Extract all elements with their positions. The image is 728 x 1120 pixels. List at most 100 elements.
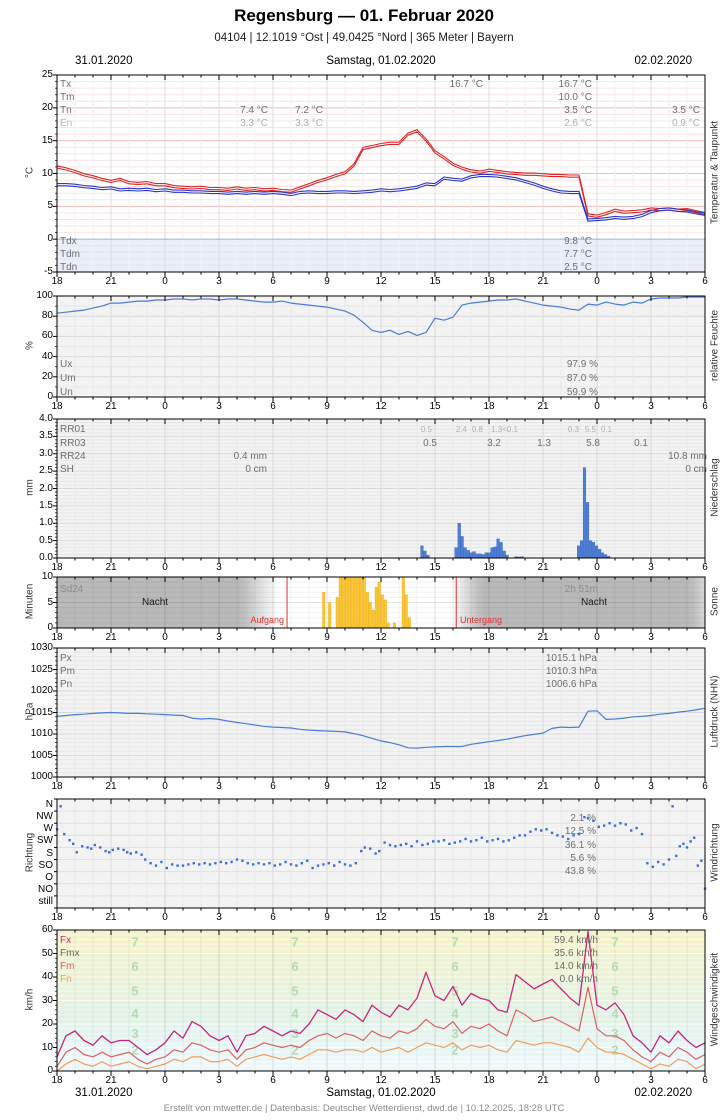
legend-label-tm: Tm (60, 92, 75, 103)
wind-direction-point (72, 842, 75, 846)
legend-value: 0 cm (245, 464, 267, 475)
x-tick-label: 6 (270, 632, 276, 643)
x-tick-label: 18 (483, 781, 495, 792)
wind-direction-point (378, 849, 381, 853)
y-tick-label: 30 (41, 994, 53, 1006)
x-tick-label: 21 (537, 912, 549, 923)
wind-direction-point (129, 852, 132, 855)
x-tick-label: 0 (162, 1075, 168, 1086)
beaufort-band-label: 3 (131, 1026, 138, 1041)
x-tick-label: 0 (594, 1075, 600, 1086)
humidity-right-axis-label: relative Feuchte (709, 309, 721, 381)
x-tick-label: 21 (537, 276, 549, 287)
precipitation-chart (53, 418, 706, 563)
wind-direction-point (300, 861, 303, 865)
beaufort-band-label: 6 (291, 959, 298, 974)
legend-value: 0.9 °C (672, 118, 700, 129)
beaufort-band-label: 3 (611, 1026, 618, 1041)
legend-value: 16.7 °C (558, 79, 592, 90)
legend-label-tdn: Tdn (60, 262, 78, 273)
x-tick-label: 6 (702, 401, 708, 412)
header-date-left: 31.01.2020 (75, 55, 133, 67)
wind-direction-point (603, 824, 606, 827)
x-tick-label: 21 (105, 276, 117, 287)
wind-direction-point (608, 822, 611, 825)
x-tick-label: 0 (594, 562, 600, 573)
legend-value: 35.6 km/h (554, 948, 598, 959)
wind-direction-point (192, 861, 195, 865)
y-tick-label: 60 (41, 924, 53, 935)
annotation-aufgang: Aufgang (250, 615, 284, 625)
beaufort-band-label: 7 (291, 934, 298, 949)
y-tick-label: 10 (41, 571, 53, 582)
legend-label-tdx: Tdx (60, 236, 77, 247)
x-tick-label: 18 (483, 401, 495, 412)
wind-direction-point (219, 860, 222, 864)
wind-direction-point (437, 840, 440, 843)
Taupunkt-line (57, 173, 706, 220)
temperature-right-axis-label: Temperatur & Taupunkt (709, 120, 721, 224)
wind-direction-point (295, 864, 298, 867)
y-tick-label: 15 (41, 134, 53, 146)
y-tick-label: 4.0 (39, 413, 53, 424)
wind-direction-point (316, 864, 320, 867)
wind-direction-point (235, 858, 239, 861)
wind-direction-point (383, 841, 386, 844)
y-tick-label: 3.0 (39, 447, 53, 459)
wind-direction-point (529, 830, 532, 833)
wind-direction-point (63, 832, 66, 836)
wind-direction-point (284, 860, 287, 864)
legend-label-pn: Pn (60, 679, 73, 690)
wind-direction-point (122, 848, 125, 852)
wind-direction-point (613, 824, 617, 827)
legend-value: 97.9 % (566, 359, 598, 370)
x-tick-label: 3 (648, 912, 654, 923)
x-tick-label: 18 (483, 912, 495, 923)
x-tick-label: 21 (537, 781, 549, 792)
x-tick-label: 12 (375, 1075, 387, 1086)
legend-value: 0 cm (685, 464, 707, 475)
x-tick-label: 18 (483, 562, 495, 573)
legend-label-px: Px (60, 653, 72, 664)
legend-value: 59.9 % (566, 387, 598, 398)
y-tick-label: 100 (36, 290, 53, 301)
wind-direction-point (662, 863, 665, 866)
y-tick-label: O (45, 871, 53, 883)
wind-direction-point (338, 860, 341, 864)
x-tick-label: 3 (216, 1075, 222, 1086)
x-tick-label: 21 (537, 632, 549, 643)
wind-direction-point (171, 863, 174, 866)
beaufort-band-label: 4 (611, 1006, 619, 1021)
wind-direction-point (241, 859, 244, 862)
legend-value: 0.5 (420, 425, 432, 434)
beaufort-band-label: 6 (611, 959, 618, 974)
x-tick-label: 21 (537, 401, 549, 412)
Luftdruck-line (56, 707, 706, 749)
wind-direction-point (646, 861, 649, 865)
wind-direction-point (689, 840, 692, 843)
y-tick-label: 0.5 (39, 534, 53, 546)
x-tick-label: 18 (51, 562, 63, 573)
wind-direction-point (333, 864, 336, 867)
wind-direction-point (583, 815, 586, 819)
x-tick-label: 12 (375, 401, 387, 412)
wind-direction-point (518, 834, 521, 837)
legend-label-fx: Fx (60, 935, 72, 946)
x-tick-label: 0 (162, 912, 168, 923)
legend-value: 7.2 °C (295, 105, 323, 116)
wind-direction-point (108, 851, 111, 854)
legend-value: 3.3 °C (295, 118, 323, 129)
wind-direction-point (624, 823, 627, 826)
x-tick-label: 6 (270, 401, 276, 412)
y-tick-label: NO (38, 883, 53, 895)
wind-direction-point (572, 834, 575, 837)
footer-credit: Erstellt von mtwetter.de | Datenbasis: D… (163, 1103, 565, 1114)
x-tick-label: 3 (648, 632, 654, 643)
y-tick-label: -5 (44, 266, 53, 277)
wind-direction-point (198, 863, 201, 866)
wind-direction-point (214, 861, 217, 865)
wind-direction-point (550, 831, 554, 835)
legend-value: 10.8 mm (668, 451, 707, 462)
y-tick-label: 20 (41, 370, 53, 382)
